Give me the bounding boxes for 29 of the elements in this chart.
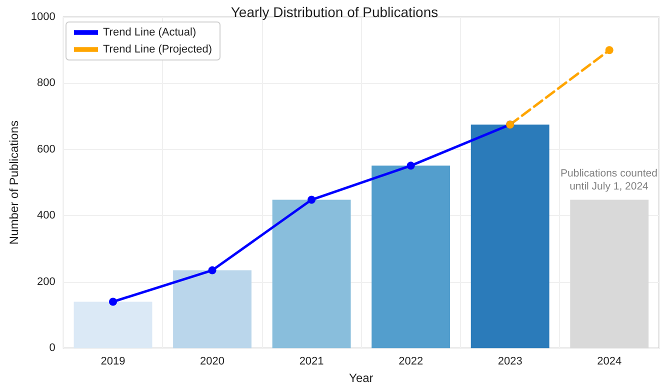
x-tick-label: 2024 bbox=[597, 356, 622, 368]
y-tick-label: 600 bbox=[37, 143, 56, 156]
point bbox=[605, 46, 614, 54]
bar bbox=[74, 302, 152, 348]
x-axis-title: Year bbox=[349, 371, 374, 385]
legend-label: Trend Line (Actual) bbox=[103, 26, 196, 38]
y-tick-label: 400 bbox=[37, 210, 56, 222]
x-tick-label: 2020 bbox=[200, 356, 225, 368]
y-tick-label: 800 bbox=[37, 77, 56, 90]
x-tick-label: 2021 bbox=[299, 356, 324, 368]
y-tick-label: 1000 bbox=[30, 11, 56, 23]
chart-title: Yearly Distribution of Publications bbox=[230, 4, 438, 20]
bar bbox=[372, 166, 450, 348]
x-tick-label: 2022 bbox=[398, 356, 424, 368]
legend-label: Trend Line (Projected) bbox=[103, 44, 212, 56]
bar bbox=[173, 270, 252, 348]
point bbox=[308, 196, 316, 204]
annotation: Publications counted until July 1, 2024 bbox=[560, 168, 658, 192]
x-tick-label: 2019 bbox=[100, 356, 126, 368]
bar bbox=[470, 124, 550, 348]
point bbox=[109, 298, 118, 306]
bar bbox=[570, 200, 649, 348]
bar bbox=[272, 200, 351, 348]
x-tick-label: 2023 bbox=[498, 356, 522, 368]
y-axis-title: Number of Publications bbox=[7, 120, 21, 245]
y-tick-label: 200 bbox=[37, 276, 56, 288]
y-tick-label: 0 bbox=[49, 342, 56, 354]
point bbox=[406, 162, 415, 170]
point bbox=[208, 266, 216, 274]
